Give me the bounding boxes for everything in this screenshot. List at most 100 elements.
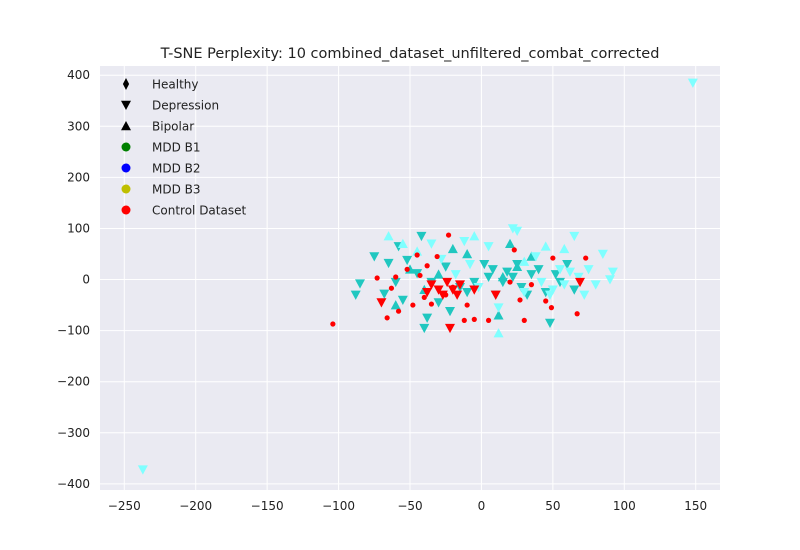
data-point: [433, 269, 444, 279]
data-point: [397, 295, 408, 305]
data-point: [383, 231, 394, 241]
data-point: [417, 272, 423, 279]
data-point: [530, 252, 541, 262]
x-tick-label: −50: [397, 499, 422, 513]
data-point: [376, 298, 387, 308]
data-point: [583, 255, 589, 261]
y-tick-label: 0: [82, 273, 90, 287]
data-point: [459, 236, 470, 247]
data-point: [416, 231, 427, 242]
legend-marker: [121, 100, 131, 110]
x-tick-label: −100: [322, 499, 355, 513]
x-tick-label: −200: [179, 499, 212, 513]
data-point: [540, 241, 551, 251]
data-point: [395, 308, 402, 314]
data-point: [404, 266, 410, 272]
data-point: [575, 277, 585, 288]
data-point: [455, 280, 465, 290]
x-tick-label: −250: [108, 499, 141, 513]
x-tick-label: 0: [478, 499, 486, 513]
data-point: [422, 313, 433, 323]
data-point: [390, 300, 401, 310]
data-point: [422, 288, 433, 298]
legend-marker: [121, 142, 131, 152]
y-tick-label: 400: [67, 68, 90, 82]
y-tick-label: 100: [67, 221, 90, 235]
data-point: [445, 323, 455, 334]
data-point: [502, 267, 513, 277]
data-point: [579, 290, 590, 300]
data-point: [511, 247, 517, 253]
data-point: [487, 265, 498, 275]
legend-marker: [122, 78, 130, 90]
data-point: [540, 288, 551, 298]
data-point: [550, 255, 556, 261]
data-point: [507, 272, 518, 282]
data-point: [412, 269, 423, 279]
legend-marker: [121, 205, 131, 215]
data-point: [469, 277, 480, 288]
data-point: [388, 285, 395, 291]
data-point: [137, 465, 148, 475]
data-point: [528, 282, 535, 288]
data-point: [573, 272, 584, 282]
legend-label: MDD B1: [152, 141, 201, 155]
data-point: [419, 323, 430, 334]
data-point: [452, 290, 463, 300]
data-point: [462, 248, 473, 259]
legend-label: MDD B2: [152, 162, 201, 176]
data-point: [505, 238, 515, 249]
x-axis-ticks: −250 −200 −150 −100 −50 0 50 100 150: [108, 499, 707, 513]
data-point: [516, 282, 527, 293]
y-tick-label: −200: [57, 375, 90, 389]
data-point: [434, 253, 440, 260]
data-point: [497, 271, 508, 282]
data-point: [519, 256, 530, 266]
legend-marker: [121, 121, 131, 131]
data-point: [464, 302, 470, 308]
data-point: [426, 280, 437, 290]
data-point: [369, 252, 380, 262]
data-point: [569, 285, 580, 295]
data-point: [483, 242, 494, 252]
data-point: [471, 316, 477, 322]
data-point: [428, 301, 435, 307]
data-point: [410, 302, 416, 308]
data-point: [485, 317, 492, 323]
data-point: [687, 78, 698, 88]
data-point: [450, 284, 456, 290]
data-point: [490, 290, 501, 300]
data-point: [569, 231, 580, 242]
data-point: [493, 303, 504, 313]
data-point: [517, 297, 523, 303]
data-point: [412, 246, 423, 256]
data-point: [390, 277, 401, 288]
data-point: [414, 252, 420, 258]
data-point: [450, 270, 461, 280]
x-tick-label: 50: [545, 499, 560, 513]
data-point: [393, 274, 399, 280]
data-point: [507, 279, 513, 285]
data-point: [447, 243, 458, 254]
data-point: [433, 298, 444, 308]
data-point: [440, 262, 451, 272]
legend: Healthy Depression Bipolar MDD B1 MDD B2 MDD …: [121, 78, 246, 218]
legend-marker: [121, 163, 131, 173]
data-point: [555, 265, 565, 275]
data-point: [548, 305, 555, 311]
data-point: [445, 232, 452, 238]
data-point: [424, 263, 430, 269]
data-point: [607, 267, 618, 277]
y-tick-label: −100: [57, 324, 90, 338]
data-point: [469, 231, 480, 241]
data-point: [350, 290, 361, 300]
data-point: [574, 311, 580, 317]
data-point: [521, 317, 527, 323]
x-tick-label: −150: [251, 499, 284, 513]
data-point: [355, 279, 365, 289]
data-point: [545, 318, 555, 328]
data-point: [469, 285, 480, 295]
data-point: [536, 277, 547, 288]
legend-label: Depression: [152, 99, 219, 113]
